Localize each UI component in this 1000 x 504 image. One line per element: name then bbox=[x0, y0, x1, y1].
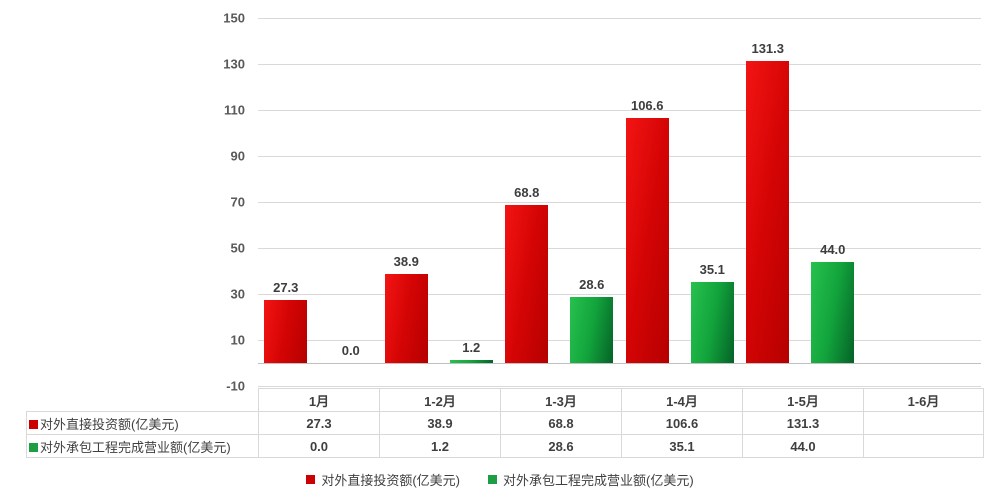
gridline bbox=[258, 202, 981, 203]
table-cell bbox=[863, 411, 984, 435]
gridline bbox=[258, 386, 981, 387]
plot-area: 27.3 38.9 68.8 106.6 131.3 0.0 1.2 28.6 35.1 44.0 bbox=[258, 18, 981, 387]
bar-value-label: 27.3 bbox=[273, 280, 299, 296]
y-axis-tick-label: 90 bbox=[230, 148, 245, 164]
gridline bbox=[258, 64, 981, 65]
table-cell: 35.1 bbox=[621, 434, 743, 458]
y-axis-tick-label: 30 bbox=[230, 286, 245, 302]
table-column-header: 1-4月 bbox=[621, 388, 743, 412]
legend: 对外直接投资额(亿美元) 对外承包工程完成营业额(亿美元) bbox=[0, 470, 1000, 489]
y-axis-tick-label: 130 bbox=[223, 56, 245, 72]
table-row-header: 对外承包工程完成营业额(亿美元) bbox=[26, 434, 259, 458]
table-cell bbox=[863, 434, 984, 458]
series-swatch-icon bbox=[29, 442, 38, 452]
y-axis-tick-label: 10 bbox=[230, 332, 245, 348]
y-axis-tick-label: -10 bbox=[226, 378, 245, 394]
bar bbox=[811, 261, 855, 363]
table-column-header: 1月 bbox=[258, 388, 380, 412]
bar bbox=[746, 61, 790, 363]
gridline bbox=[258, 18, 981, 19]
table-cell: 68.8 bbox=[500, 411, 622, 435]
bar-value-label: 44.0 bbox=[820, 241, 846, 257]
legend-label: 对外承包工程完成营业额(亿美元) bbox=[503, 473, 694, 488]
legend-label: 对外直接投资额(亿美元) bbox=[321, 473, 460, 488]
y-axis-tick-label: 50 bbox=[230, 240, 245, 256]
table-cell: 1.2 bbox=[379, 434, 501, 458]
bar-value-label: 35.1 bbox=[699, 262, 725, 278]
table-row: 对外直接投资额(亿美元) 27.3 38.9 68.8 106.6 131.3 bbox=[26, 411, 984, 435]
table-cell: 38.9 bbox=[379, 411, 501, 435]
gridline bbox=[258, 156, 981, 157]
gridline bbox=[258, 248, 981, 249]
bar-value-label: 68.8 bbox=[514, 184, 540, 200]
gridline bbox=[258, 294, 981, 295]
legend-item: 对外承包工程完成营业额(亿美元) bbox=[488, 470, 694, 489]
x-axis-line bbox=[258, 363, 981, 364]
legend-swatch-icon bbox=[488, 475, 497, 484]
bar bbox=[625, 117, 669, 363]
table-row-header: 对外直接投资额(亿美元) bbox=[26, 411, 259, 435]
data-table: 1月 1-2月 1-3月 1-4月 1-5月 1-6月 对外直接投资额(亿美元) 27.3 38… bbox=[26, 388, 984, 458]
legend-swatch-icon bbox=[306, 475, 316, 484]
bar-value-label: 106.6 bbox=[630, 97, 664, 113]
bar bbox=[449, 360, 493, 363]
table-cell: 44.0 bbox=[742, 434, 864, 458]
bar bbox=[264, 300, 308, 363]
table-corner-cell bbox=[27, 389, 259, 412]
bar-value-label: 28.6 bbox=[579, 277, 605, 293]
y-axis-tick-label: 150 bbox=[223, 10, 245, 26]
y-axis: 150 130 110 90 70 50 30 10 -10 bbox=[0, 11, 245, 394]
bar bbox=[690, 282, 734, 363]
table-column-header: 1-2月 bbox=[379, 388, 501, 412]
y-axis-tick-label: 110 bbox=[224, 102, 245, 118]
table-cell: 0.0 bbox=[258, 434, 380, 458]
table-column-header: 1-6月 bbox=[863, 388, 984, 412]
table-cell: 27.3 bbox=[258, 411, 380, 435]
bar bbox=[384, 273, 428, 363]
table-column-header: 1-5月 bbox=[742, 388, 864, 412]
bar-value-label: 0.0 bbox=[341, 343, 360, 358]
table-column-header: 1-3月 bbox=[500, 388, 622, 412]
bar bbox=[570, 297, 614, 363]
bar bbox=[505, 204, 549, 363]
bar-value-label: 38.9 bbox=[393, 253, 419, 269]
y-axis-tick-label: 70 bbox=[230, 194, 245, 210]
gridline bbox=[258, 340, 981, 341]
bar-value-label: 131.3 bbox=[751, 41, 785, 57]
bar-value-label: 1.2 bbox=[462, 340, 481, 356]
legend-item: 对外直接投资额(亿美元) bbox=[306, 470, 460, 489]
table-cell: 106.6 bbox=[621, 411, 743, 435]
series-swatch-icon bbox=[29, 419, 38, 429]
table-cell: 131.3 bbox=[742, 411, 864, 435]
table-row: 对外承包工程完成营业额(亿美元) 0.0 1.2 28.6 35.1 44.0 bbox=[26, 434, 984, 458]
gridline bbox=[258, 110, 981, 111]
table-cell: 28.6 bbox=[500, 434, 622, 458]
